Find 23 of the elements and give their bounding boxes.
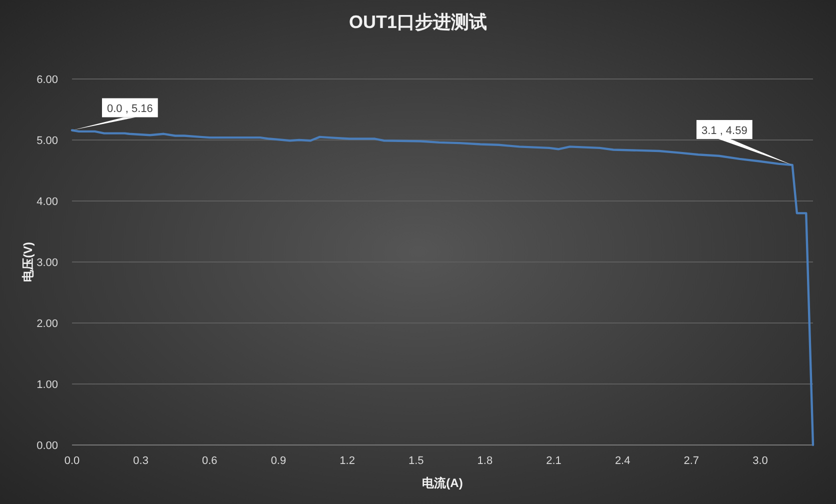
x-tick-label: 2.7 (684, 455, 700, 467)
chart-title: OUT1口步进测试 (348, 12, 488, 32)
y-tick-label: 0.00 (36, 440, 58, 452)
x-tick-label: 2.1 (546, 455, 562, 467)
y-tick-label: 6.00 (36, 74, 58, 86)
y-tick-label: 4.00 (36, 196, 58, 208)
y-tick-label: 5.00 (36, 135, 58, 147)
x-tick-label: 0.3 (133, 455, 148, 467)
x-tick-label: 3.0 (752, 455, 768, 467)
x-tick-label: 2.4 (614, 455, 630, 467)
y-axis-title: 电压(V) (21, 242, 35, 282)
y-tick-label: 1.00 (36, 379, 58, 391)
x-tick-label: 0.0 (64, 455, 80, 467)
y-tick-label: 3.00 (36, 257, 58, 269)
x-tick-label: 1.5 (408, 455, 424, 467)
x-axis-title: 电流(A) (422, 476, 463, 490)
annotation: 0.0 , 5.16 (107, 103, 153, 116)
x-tick-label: 1.8 (477, 455, 493, 467)
annotation: 3.1 , 4.59 (701, 125, 748, 138)
x-tick-label: 1.2 (340, 455, 355, 467)
y-tick-label: 2.00 (36, 318, 58, 330)
x-tick-label: 0.6 (202, 455, 218, 467)
x-tick-label: 0.9 (270, 455, 286, 467)
